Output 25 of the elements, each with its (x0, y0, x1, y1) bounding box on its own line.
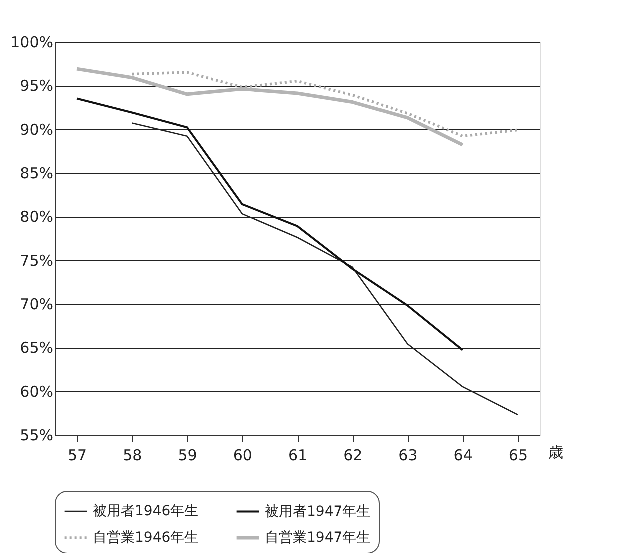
x-tick-label: 62 (344, 446, 363, 464)
x-tick-label: 59 (178, 446, 198, 464)
x-tick-label: 61 (288, 446, 308, 464)
y-tick-label: 85% (20, 164, 54, 182)
y-tick-label: 100% (10, 34, 54, 52)
y-tick-label: 70% (20, 296, 54, 314)
x-tick-label: 58 (123, 446, 142, 464)
legend-label: 自営業1947年生 (265, 530, 371, 546)
legend-label: 被用者1947年生 (265, 504, 371, 520)
x-tick-label: 65 (508, 446, 528, 464)
legend-label: 被用者1946年生 (93, 504, 199, 520)
x-axis-title: 歳 (548, 444, 564, 462)
y-tick-label: 60% (20, 382, 54, 401)
y-tick-label: 75% (20, 252, 54, 270)
x-tick-label: 64 (454, 446, 473, 464)
y-tick-label: 95% (20, 77, 54, 96)
y-tick-label: 90% (20, 120, 54, 139)
y-tick-label: 55% (20, 426, 54, 444)
legend-label: 自営業1946年生 (93, 530, 199, 546)
y-tick-label: 65% (20, 339, 54, 358)
x-tick-label: 63 (398, 446, 418, 464)
line-series (76, 98, 464, 352)
x-tick-label: 60 (233, 446, 252, 464)
x-tick-label: 57 (68, 446, 88, 464)
y-tick-label: 80% (20, 208, 54, 226)
